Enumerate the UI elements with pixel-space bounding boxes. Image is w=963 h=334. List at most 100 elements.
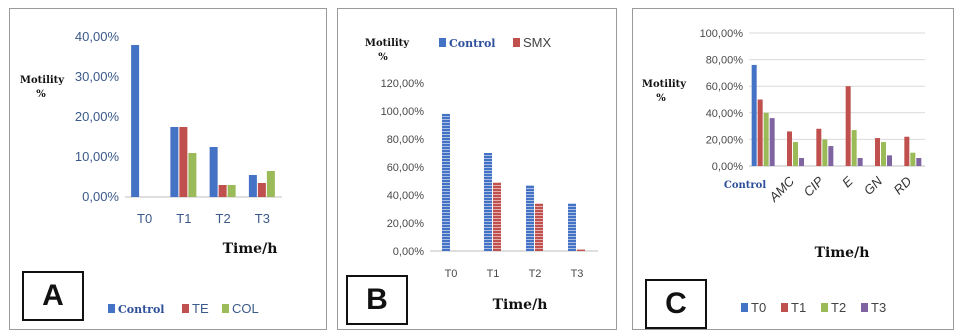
y-tick-label: 10,00% [75,149,120,164]
bar-t2-e [851,130,857,166]
bar-col-t3 [266,171,275,197]
legend-label-t2: T2 [831,300,846,315]
panel-label-b: B [346,275,408,325]
x-tick-label: T0 [137,211,152,226]
y-tick-label: 0,00% [393,246,424,258]
y-tick-label: 40,00% [706,108,744,120]
legend-label-te: TE [192,301,209,316]
chart-panel-c: 0,00% 20,00% 40,00% 60,00% 80,00% 100,00% Cont… [632,8,954,330]
bar-t0-control [751,64,757,166]
y-tick-label: 80,00% [387,134,425,146]
bar-t2-cip [822,139,828,166]
legend-label-control: Control [118,303,164,316]
y-tick-label: 0,00% [82,189,119,204]
legend-swatch-t3 [861,303,868,312]
chart-b-svg: 0,00% 20,00% 40,00% 60,00% 80,00% 100,00% 120,… [365,35,598,313]
bar-te-t1 [179,127,188,197]
y-tick-label: 0,00% [712,161,743,173]
bar-control-t2 [209,147,218,197]
legend-label-control: Control [449,37,495,50]
legend-swatch-smx [513,38,520,47]
legend-swatch-control [439,38,446,47]
legend-label-t3: T3 [871,300,886,315]
legend-label-smx: SMX [523,35,552,50]
x-axis-title: Time/h [493,297,548,313]
legend-label-t0: T0 [751,300,766,315]
x-tick-label: GN [861,173,886,198]
bar-t3-gn [887,155,892,166]
bar-t1-cip [816,128,822,166]
chart-a-svg: 0,00% 10,00% 20,00% 30,00% 40,00% T0 T1 T2 T3 Tim… [20,29,282,316]
x-tick-label: E [839,173,856,190]
y-tick-label: 100,00% [381,106,425,118]
chart-c-svg: 0,00% 20,00% 40,00% 60,00% 80,00% 100,00% Cont… [642,28,925,315]
bar-t1-e [845,86,851,166]
x-axis-title: Time/h [223,241,278,257]
bar-control-t3 [248,175,257,197]
y-tick-label: 100,00% [700,28,744,40]
x-tick-label: T0 [445,268,458,280]
bar-col-t2 [227,185,236,197]
x-tick-label: T3 [255,211,270,226]
y-tick-label: 40,00% [387,190,425,202]
x-tick-label: CIP [801,173,827,199]
bar-t3-control [769,118,775,166]
x-tick-label: T2 [529,268,542,280]
y-tick-label: 60,00% [706,81,744,93]
y-axis-title-line2: % [36,89,46,100]
bar-t2-rd [910,152,916,166]
bar-t3-e [857,158,863,166]
legend-label-t1: T1 [791,300,806,315]
bar-t2-control [763,112,769,166]
y-axis-title-line2: % [378,52,388,63]
bar-control-t1 [484,153,492,251]
y-tick-label: 30,00% [75,69,120,84]
x-axis-title: Time/h [815,245,870,261]
bar-t2-gn [881,142,886,166]
y-tick-label: 20,00% [75,109,120,124]
legend-swatch-t0 [741,303,748,312]
chart-panel-a: 0,00% 10,00% 20,00% 30,00% 40,00% T0 T1 T2 T3 Tim… [9,8,327,330]
x-tick-label: Control [724,180,766,191]
x-tick-label: T1 [176,211,191,226]
legend-swatch-te [182,304,189,313]
bar-control-t0 [131,45,140,197]
bar-control-t3 [568,203,576,251]
y-tick-label: 40,00% [75,29,120,44]
legend-label-col: COL [232,301,259,316]
bar-col-t1 [188,153,197,197]
x-tick-label: RD [891,174,915,198]
bar-t1-amc [787,131,792,166]
bar-t1-rd [904,136,910,166]
y-tick-label: 20,00% [387,218,425,230]
bar-smx-t1 [493,182,501,251]
chart-panel-b: 0,00% 20,00% 40,00% 60,00% 80,00% 100,00% 120,… [337,8,617,330]
bar-smx-t3 [577,249,585,251]
legend-swatch-control [108,304,115,313]
legend-swatch-t1 [781,303,788,312]
bar-control-t0 [442,113,450,251]
y-axis-title-line1: Motility [20,75,65,86]
y-tick-label: 80,00% [706,55,744,67]
bar-te-t3 [257,183,266,197]
x-tick-label: T2 [216,211,231,226]
bar-smx-t2 [535,203,543,251]
y-tick-label: 20,00% [706,134,744,146]
legend-swatch-col [222,304,229,313]
y-axis-title-line2: % [656,93,666,104]
legend-swatch-t2 [821,303,828,312]
x-tick-label: T3 [571,268,584,280]
y-tick-label: 60,00% [387,162,425,174]
bar-control-t2 [526,185,534,251]
bar-t2-amc [793,142,798,166]
bar-te-t2 [218,185,227,197]
panel-label-c: C [645,279,707,329]
y-tick-label: 120,00% [381,78,425,90]
bar-t3-cip [828,146,834,166]
bar-control-t1 [170,127,179,197]
x-tick-label: T1 [487,268,500,280]
bar-t1-control [757,99,763,166]
y-axis-title-line1: Motility [642,79,687,90]
panel-label-a: A [22,271,84,321]
x-tick-label: AMC [765,173,797,205]
